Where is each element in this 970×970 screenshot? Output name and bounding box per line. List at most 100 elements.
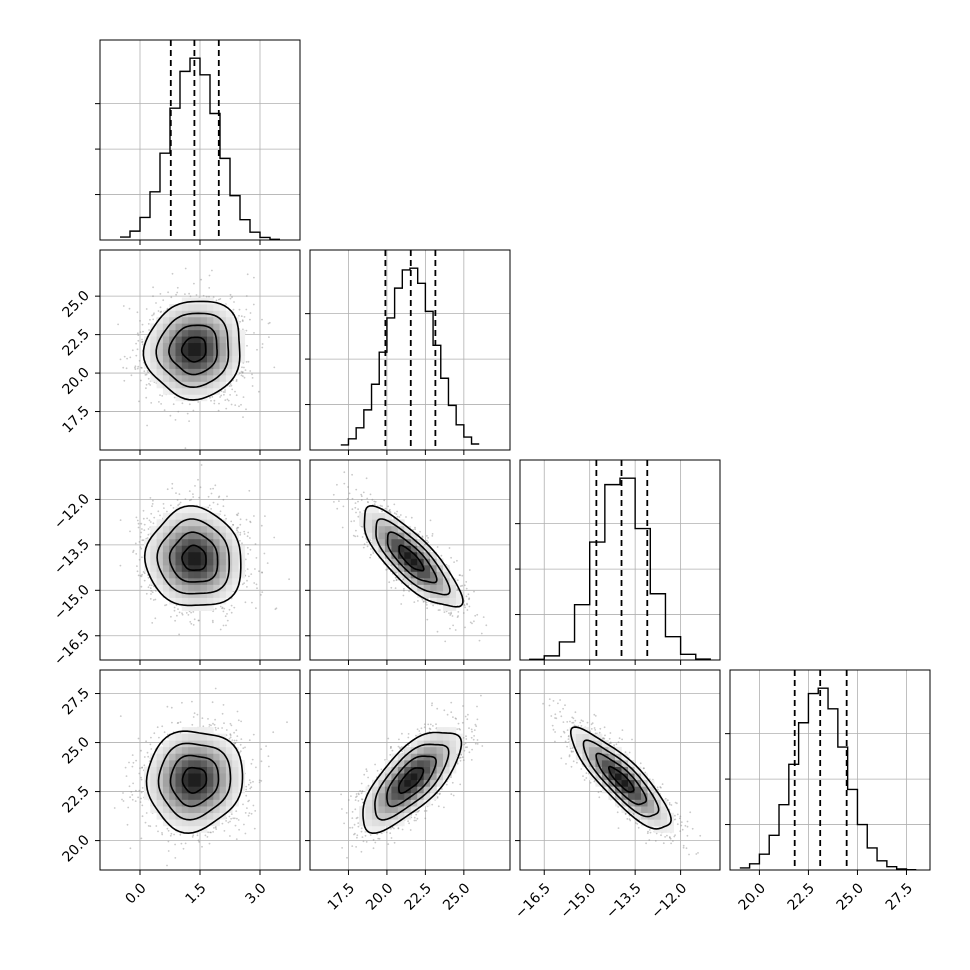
scatter-point: [188, 490, 191, 492]
scatter-point: [159, 394, 161, 396]
scatter-point: [400, 603, 403, 605]
density-cell: [156, 571, 164, 579]
scatter-point: [147, 323, 150, 325]
scatter-point: [240, 403, 242, 406]
density-cell: [181, 349, 189, 356]
scatter-point: [251, 601, 253, 604]
scatter-point: [249, 521, 252, 524]
scatter-point: [261, 571, 263, 574]
histogram-panel-2: [520, 460, 720, 660]
density-cell: [188, 362, 195, 369]
scatter-point: [176, 614, 178, 617]
density-cell: [188, 591, 195, 598]
density-cell: [181, 316, 189, 324]
scatter-point: [208, 287, 211, 289]
scatter-point: [235, 380, 238, 382]
density-cell: [169, 551, 176, 559]
density-cell: [169, 381, 176, 389]
density-cell: [219, 551, 227, 559]
density-cell: [162, 381, 170, 389]
scatter-point: [140, 547, 143, 550]
density-cell: [188, 571, 195, 579]
density-cell: [188, 368, 195, 376]
density-cell: [219, 584, 227, 592]
scatter-point: [172, 403, 175, 406]
scatter-point: [149, 587, 152, 589]
scatter-point: [155, 590, 157, 592]
scatter-point: [235, 513, 238, 516]
scatter-point: [221, 606, 224, 609]
scatter-point: [212, 621, 214, 624]
scatter-point: [143, 370, 146, 373]
density-cell: [219, 355, 227, 363]
scatter-point: [245, 518, 248, 521]
scatter-point: [389, 508, 391, 511]
scatter-point: [167, 291, 170, 294]
scatter-point: [159, 311, 162, 314]
scatter-point: [215, 299, 218, 302]
scatter-point: [275, 607, 278, 610]
scatter-point: [387, 505, 389, 508]
scatter-point: [151, 622, 154, 624]
density-cell: [213, 310, 220, 318]
scatter-point: [379, 504, 382, 507]
scatter-point: [202, 294, 205, 297]
scatter-point: [357, 515, 360, 518]
scatter-point: [135, 516, 138, 519]
scatter-point: [149, 521, 152, 523]
scatter-point: [396, 510, 398, 513]
scatter-point: [244, 558, 247, 561]
scatter-point: [181, 402, 184, 405]
scatter-point: [373, 503, 376, 506]
density-cell: [219, 525, 227, 533]
scatter-point: [125, 367, 128, 370]
scatter-point: [175, 604, 178, 607]
scatter-point: [159, 306, 162, 309]
scatter-point: [253, 332, 255, 334]
scatter-point: [187, 614, 190, 616]
scatter-point: [148, 519, 151, 522]
scatter-point: [178, 611, 181, 614]
scatter-point: [160, 310, 163, 313]
scatter-point: [136, 367, 139, 370]
density-cell: [232, 538, 239, 546]
scatter-point: [224, 391, 226, 393]
density-cell: [175, 375, 183, 382]
scatter-point: [240, 370, 243, 373]
scatter-point: [141, 367, 143, 369]
density-cell: [175, 355, 183, 363]
density-cell: [200, 512, 208, 520]
density-cell: [162, 310, 170, 318]
density-cell: [207, 388, 214, 395]
density-cell: [162, 342, 170, 350]
density-cell: [150, 362, 157, 369]
scatter-point: [395, 579, 398, 581]
density-cell: [200, 362, 208, 369]
density-cell: [207, 512, 214, 520]
scatter-point: [123, 355, 126, 358]
density-cell: [162, 362, 170, 369]
scatter-point: [138, 558, 141, 561]
scatter-point: [233, 606, 236, 609]
scatter-point: [200, 278, 203, 281]
histogram-step: [340, 267, 480, 446]
density-cell: [175, 584, 183, 592]
density-cell: [232, 578, 239, 585]
scatter-point: [394, 587, 397, 589]
density-cell: [219, 571, 227, 579]
scatter-point: [360, 499, 363, 501]
scatter-point: [147, 528, 150, 530]
scatter-point: [189, 295, 192, 298]
scatter-point: [350, 520, 353, 523]
scatter-point: [229, 293, 232, 296]
density-cell: [225, 578, 233, 585]
density-cell: [169, 349, 176, 356]
scatter-point: [143, 523, 146, 526]
density-cell: [162, 329, 170, 337]
scatter-point: [149, 384, 152, 386]
contour-line: [155, 312, 230, 389]
density-cell: [156, 349, 164, 356]
density-cell: [175, 512, 183, 520]
density-cell: [181, 519, 189, 527]
scatter-point: [395, 513, 398, 515]
